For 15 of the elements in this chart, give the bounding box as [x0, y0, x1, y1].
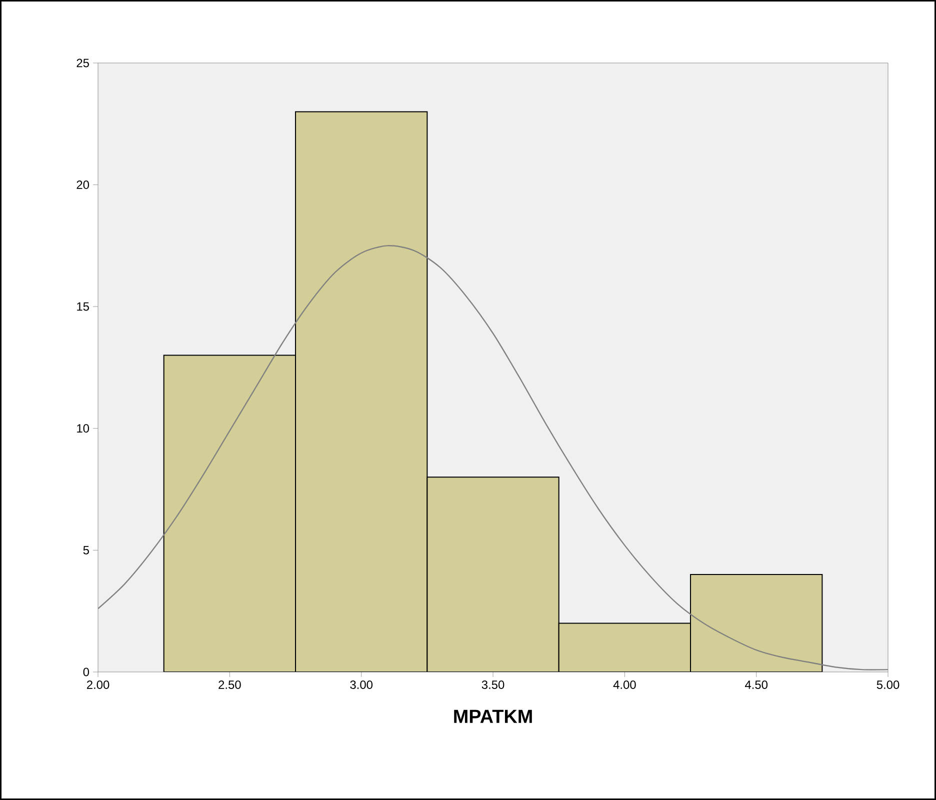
x-tick-label: 2.50: [218, 680, 241, 689]
line-series: [98, 245, 888, 670]
y-tick-label: 25: [76, 58, 89, 68]
y-tick-label: 15: [77, 302, 89, 311]
y-tick-label: 10: [77, 424, 90, 433]
x-tick-label: 3.50: [482, 680, 504, 689]
x-tick-label: 5.00: [876, 680, 900, 689]
x-axis-title: MPATKM: [454, 710, 532, 723]
y-tick-label: 0: [83, 668, 90, 676]
y-tick-label: 20: [76, 180, 90, 190]
x-tick-label: 4.00: [613, 680, 636, 689]
x-tick-label: 2.00: [86, 680, 110, 689]
y-tick-label: 5: [83, 546, 89, 554]
x-tick-label: 3.00: [350, 680, 373, 689]
x-tick-label: 4.50: [744, 680, 768, 689]
